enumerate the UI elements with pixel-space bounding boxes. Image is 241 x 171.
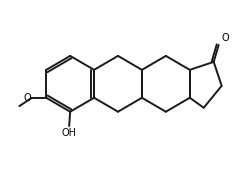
Text: O: O <box>221 33 229 43</box>
Text: OH: OH <box>62 128 77 139</box>
Text: O: O <box>23 93 31 103</box>
